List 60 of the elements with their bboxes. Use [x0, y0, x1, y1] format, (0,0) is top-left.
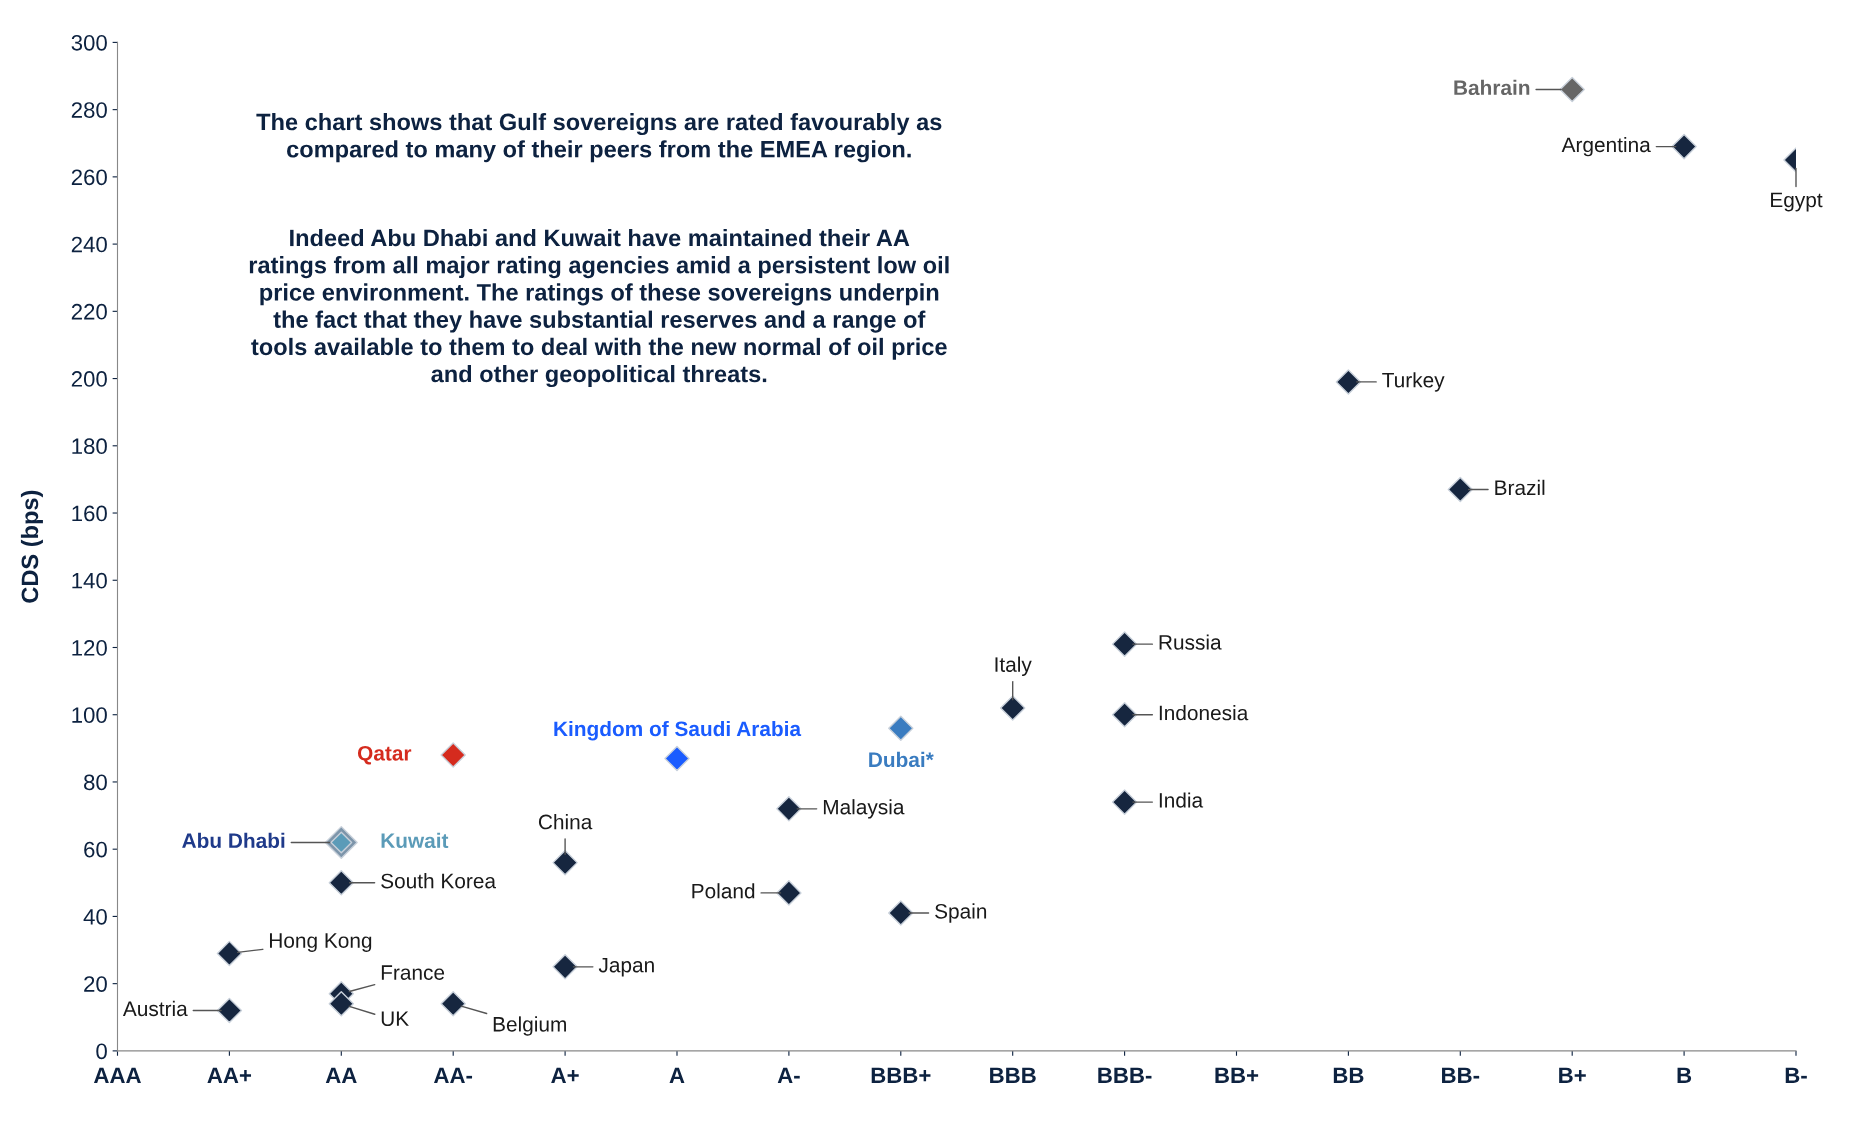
- x-tick-label: BBB-: [1098, 1067, 1152, 1083]
- series-label: Kingdom of Saudi Arabia: [554, 720, 802, 741]
- annotation: Hong Kong: [269, 933, 372, 952]
- annotation: Austria: [122, 1000, 188, 1017]
- x-tick-label: A: [669, 1067, 685, 1083]
- y-axis-title: CDS (bps): [20, 490, 43, 603]
- annotation: The chart shows that Gulf sovereigns are rated favourably as compared to many of their peers from the EMEA region.: [256, 113, 942, 163]
- series-label: Bahrain: [1454, 79, 1530, 96]
- x-tick-label: BB-: [1442, 1067, 1480, 1083]
- y-tick-label: 220: [71, 303, 107, 320]
- y-tick-label: 180: [72, 438, 107, 455]
- annotation: France: [381, 965, 445, 980]
- annotation: South Korea: [381, 873, 497, 889]
- series-label: Dubai*: [869, 751, 934, 768]
- x-tick-label: AA: [325, 1067, 357, 1083]
- y-tick-label: 0: [96, 1043, 107, 1060]
- x-tick-label: BB+: [1215, 1067, 1259, 1083]
- y-tick-label: 200: [71, 371, 107, 387]
- series-label: Kuwait: [381, 832, 449, 849]
- x-tick-label: BBB: [990, 1067, 1036, 1083]
- x-tick-label: B: [1677, 1067, 1692, 1083]
- x-tick-label: BBB+: [871, 1067, 931, 1083]
- y-tick-label: 260: [71, 169, 107, 186]
- annotation: India: [1159, 792, 1204, 808]
- y-tick-label: 40: [83, 908, 107, 925]
- annotation: Belgium: [493, 1016, 566, 1036]
- annotation: Poland: [692, 883, 755, 899]
- y-tick-label: 240: [71, 236, 107, 253]
- annotation: Italy: [995, 656, 1032, 677]
- annotation: Russia: [1159, 634, 1222, 650]
- x-tick-label: AAA: [93, 1067, 141, 1083]
- annotation: Brazil: [1495, 479, 1545, 496]
- annotation: Indeed Abu Dhabi and Kuwait have maintained their AA ratings from all major rating agencies amid a persistent low oil price environment. The ratings of these sovereigns underpin the fact that they have substantial reserves and a range of tools available to them to deal with the new normal of oil price and other geopolitical threats.: [249, 228, 949, 388]
- y-tick-label: 140: [72, 572, 107, 589]
- annotation: Malaysia: [823, 799, 905, 819]
- y-tick-label: 80: [84, 774, 107, 791]
- annotation: Turkey: [1382, 372, 1445, 392]
- annotation: Egypt: [1771, 192, 1823, 212]
- x-tick-label: B-: [1785, 1067, 1807, 1083]
- x-tick-label: A+: [551, 1067, 579, 1083]
- x-tick-label: A-: [777, 1067, 800, 1083]
- annotation: Indonesia: [1159, 705, 1249, 721]
- x-tick-label: AA+: [207, 1067, 252, 1083]
- annotation: UK: [381, 1011, 409, 1027]
- x-tick-label: BB: [1333, 1067, 1364, 1083]
- annotation: China: [538, 814, 593, 830]
- y-tick-label: 300: [71, 34, 107, 51]
- y-tick-label: 280: [71, 102, 107, 118]
- y-tick-label: 160: [72, 505, 107, 522]
- y-tick-label: 60: [84, 841, 107, 858]
- x-tick-label: B+: [1559, 1067, 1586, 1083]
- y-tick-label: 20: [84, 976, 107, 992]
- annotation: Spain: [935, 903, 987, 923]
- y-tick-label: 100: [72, 707, 107, 723]
- series-label: Abu Dhabi: [182, 832, 285, 849]
- x-tick-label: AA-: [434, 1067, 473, 1083]
- y-tick-label: 120: [72, 640, 107, 656]
- annotation: Argentina: [1561, 136, 1651, 157]
- series-label: Qatar: [357, 745, 412, 765]
- annotation: Japan: [598, 957, 654, 977]
